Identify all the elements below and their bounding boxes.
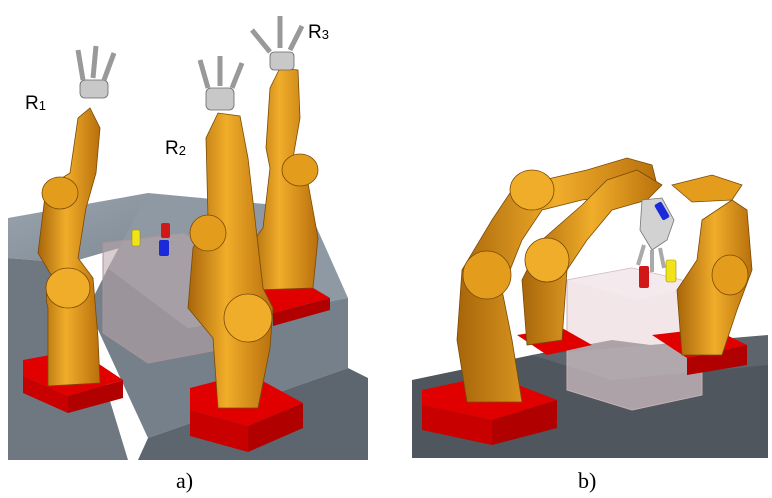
base-r1-left <box>23 376 68 413</box>
caption-b: b) <box>578 468 597 493</box>
robot-label-r3: R3 <box>308 22 329 43</box>
caption-a: a) <box>176 468 194 493</box>
base-r1-side <box>68 380 123 413</box>
red-can <box>161 223 170 238</box>
yellow-can <box>131 229 141 247</box>
robot-r1 <box>37 45 117 387</box>
red-can-b <box>639 266 649 288</box>
base-r3-side <box>273 298 330 326</box>
grippers-b <box>636 197 675 272</box>
panel-a-scene <box>8 16 368 460</box>
robot-r3 <box>247 16 319 291</box>
robot-label-r2: R2 <box>165 138 186 159</box>
yellow-can-b <box>665 259 677 283</box>
panel-b-scene <box>412 157 768 458</box>
robot-b-left <box>456 157 658 403</box>
base-r2-left <box>190 410 248 452</box>
blue-can <box>159 240 169 256</box>
robot-b-right <box>671 174 753 356</box>
robot-b-middle <box>521 169 663 346</box>
base-r2-side <box>248 403 303 452</box>
robot-label-r1: R1 <box>25 93 46 114</box>
robot-r2 <box>187 56 274 409</box>
